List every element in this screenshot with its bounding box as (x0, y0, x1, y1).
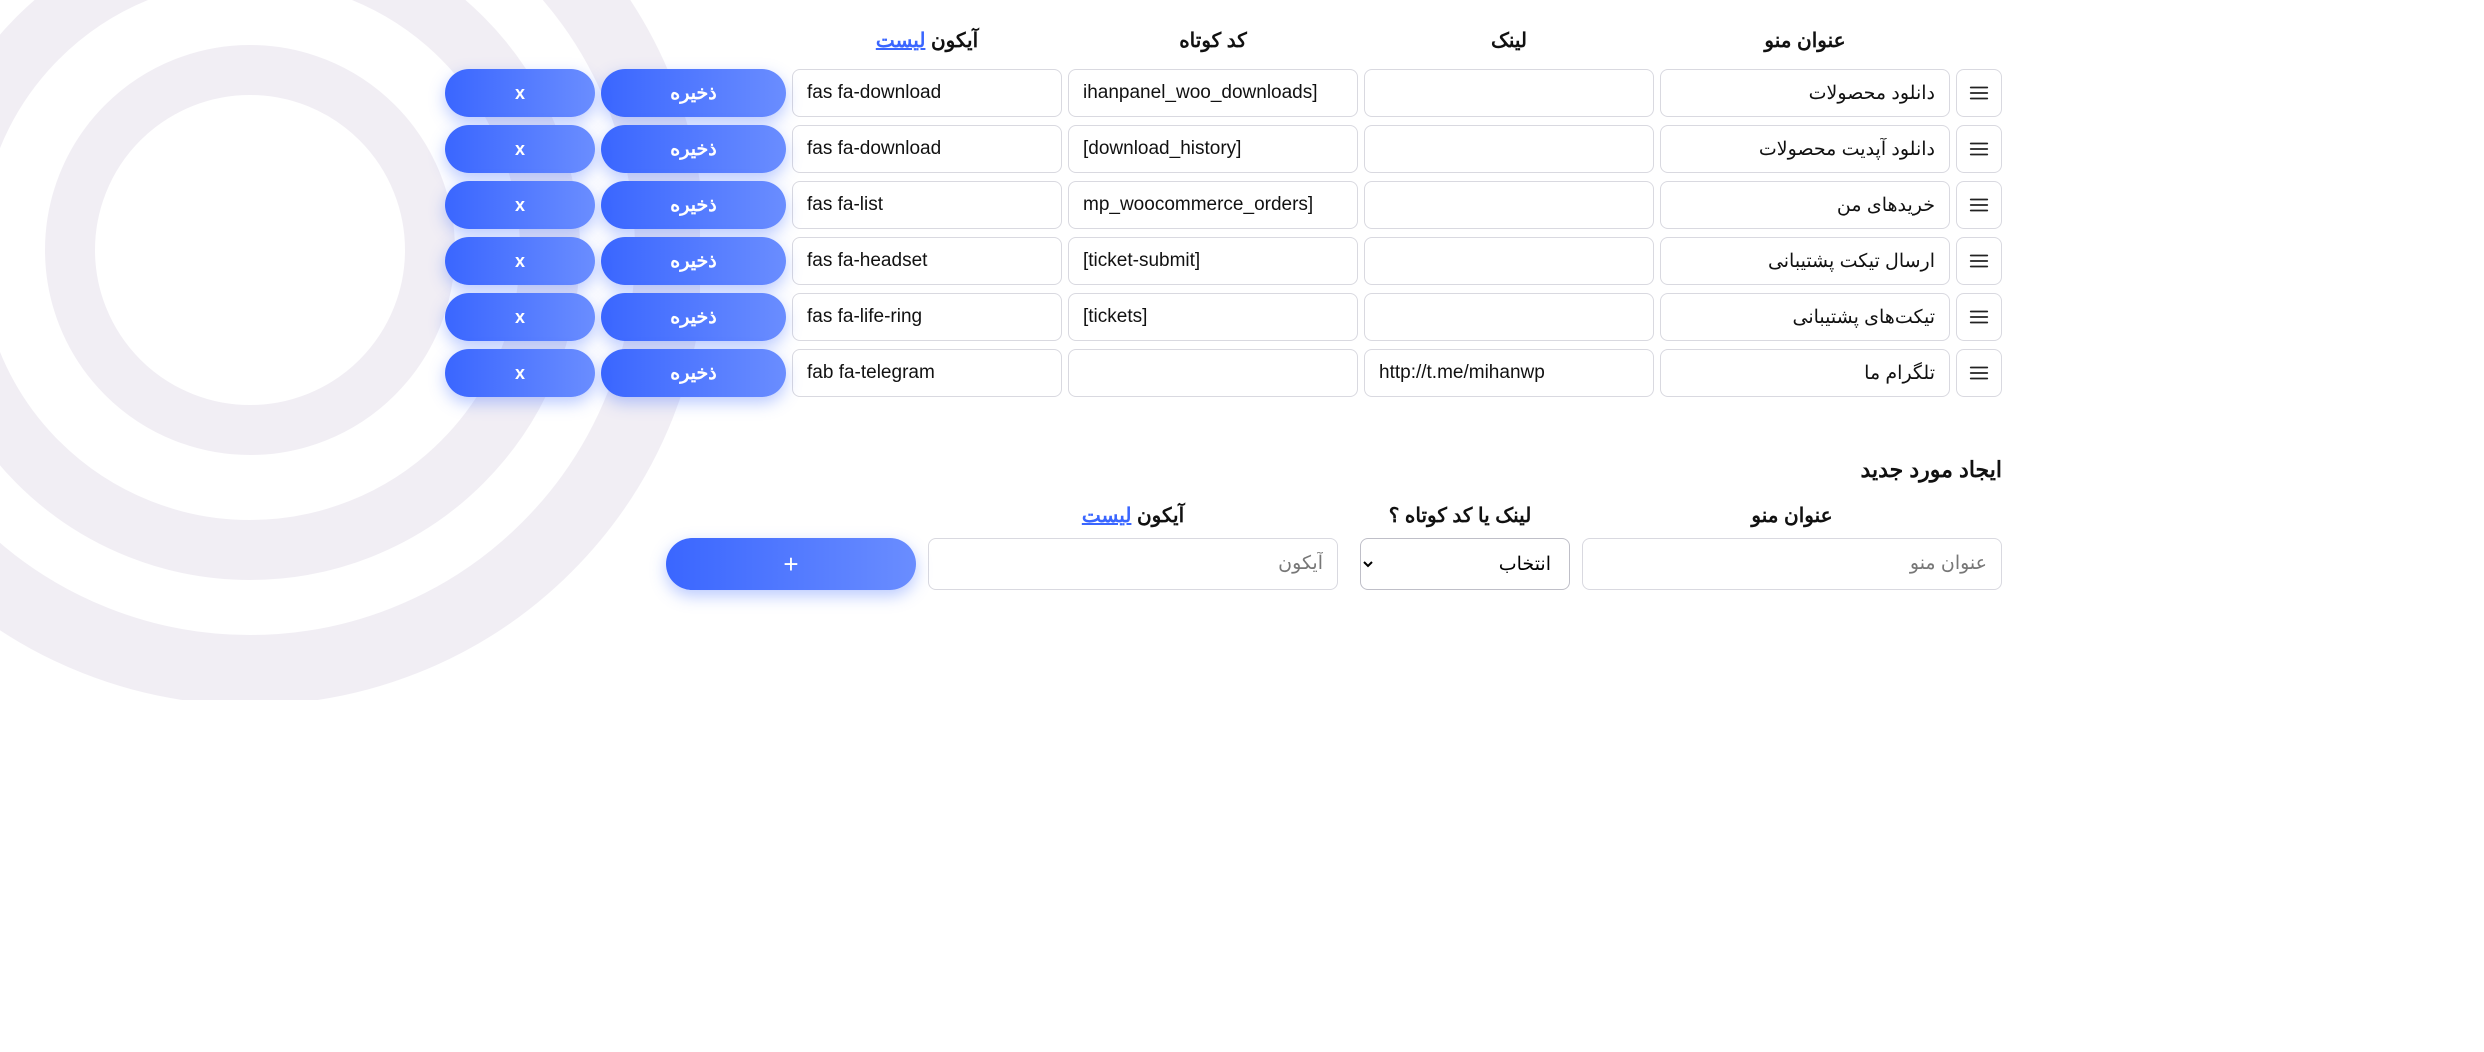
save-button[interactable]: ذخیره (601, 181, 786, 229)
icon-input[interactable] (792, 349, 1062, 397)
header-link: لینک (1364, 20, 1654, 61)
new-type-select[interactable]: انتخاب (1360, 538, 1570, 590)
icon-input[interactable] (792, 237, 1062, 285)
header-icon-prefix: آیکون (925, 30, 978, 52)
link-input[interactable] (1364, 69, 1654, 117)
shortcode-input[interactable] (1068, 125, 1358, 173)
shortcode-input[interactable] (1068, 237, 1358, 285)
delete-button[interactable]: x (445, 237, 595, 285)
new-item-title: ایجاد مورد جدید (482, 457, 2002, 483)
delete-button[interactable]: x (445, 293, 595, 341)
drag-handle[interactable] (1956, 237, 2002, 285)
delete-button[interactable]: x (445, 125, 595, 173)
delete-button[interactable]: x (445, 181, 595, 229)
new-header-icon: آیکون لیست (928, 503, 1338, 538)
header-title: عنوان منو (1660, 20, 1950, 61)
new-icon-input[interactable] (928, 538, 1338, 590)
save-button[interactable]: ذخیره (601, 69, 786, 117)
new-icon-list-link[interactable]: لیست (1082, 505, 1132, 527)
menu-table: عنوان منو لینک کد کوتاه آیکون لیست ذخیره… (482, 20, 2002, 397)
title-input[interactable] (1660, 181, 1950, 229)
drag-handle[interactable] (1956, 69, 2002, 117)
save-button[interactable]: ذخیره (601, 125, 786, 173)
table-row: ذخیره x (482, 181, 2002, 229)
title-input[interactable] (1660, 293, 1950, 341)
save-button[interactable]: ذخیره (601, 237, 786, 285)
icon-input[interactable] (792, 293, 1062, 341)
delete-button[interactable]: x (445, 349, 595, 397)
title-input[interactable] (1660, 349, 1950, 397)
link-input[interactable] (1364, 125, 1654, 173)
table-row: ذخیره x (482, 293, 2002, 341)
save-button[interactable]: ذخیره (601, 293, 786, 341)
table-headers: عنوان منو لینک کد کوتاه آیکون لیست (482, 20, 2002, 61)
new-header-title: عنوان منو (1582, 503, 2002, 538)
icon-input[interactable] (792, 69, 1062, 117)
link-input[interactable] (1364, 293, 1654, 341)
header-icon: آیکون لیست (792, 20, 1062, 61)
new-title-input[interactable] (1582, 538, 2002, 590)
title-input[interactable] (1660, 125, 1950, 173)
link-input[interactable] (1364, 349, 1654, 397)
delete-button[interactable]: x (445, 69, 595, 117)
title-input[interactable] (1660, 69, 1950, 117)
save-button[interactable]: ذخیره (601, 349, 786, 397)
shortcode-input[interactable] (1068, 181, 1358, 229)
icon-input[interactable] (792, 125, 1062, 173)
drag-handle[interactable] (1956, 125, 2002, 173)
new-item-headers: عنوان منو لینک یا کد کوتاه ؟ آیکون لیست (482, 503, 2002, 538)
table-row: ذخیره x (482, 125, 2002, 173)
icon-list-link[interactable]: لیست (876, 30, 926, 52)
drag-handle[interactable] (1956, 349, 2002, 397)
drag-handle[interactable] (1956, 293, 2002, 341)
drag-handle[interactable] (1956, 181, 2002, 229)
new-header-linkorcode: لینک یا کد کوتاه ؟ (1350, 503, 1570, 538)
table-row: ذخیره x (482, 237, 2002, 285)
link-input[interactable] (1364, 237, 1654, 285)
title-input[interactable] (1660, 237, 1950, 285)
header-shortcode: کد کوتاه (1068, 20, 1358, 61)
new-header-icon-prefix: آیکون (1131, 505, 1184, 527)
shortcode-input[interactable] (1068, 69, 1358, 117)
link-input[interactable] (1364, 181, 1654, 229)
add-button[interactable]: + (666, 538, 916, 590)
table-row: ذخیره x (482, 69, 2002, 117)
table-row: ذخیره x (482, 349, 2002, 397)
shortcode-input[interactable] (1068, 293, 1358, 341)
icon-input[interactable] (792, 181, 1062, 229)
shortcode-input[interactable] (1068, 349, 1358, 397)
new-item-row: انتخاب + (482, 538, 2002, 590)
